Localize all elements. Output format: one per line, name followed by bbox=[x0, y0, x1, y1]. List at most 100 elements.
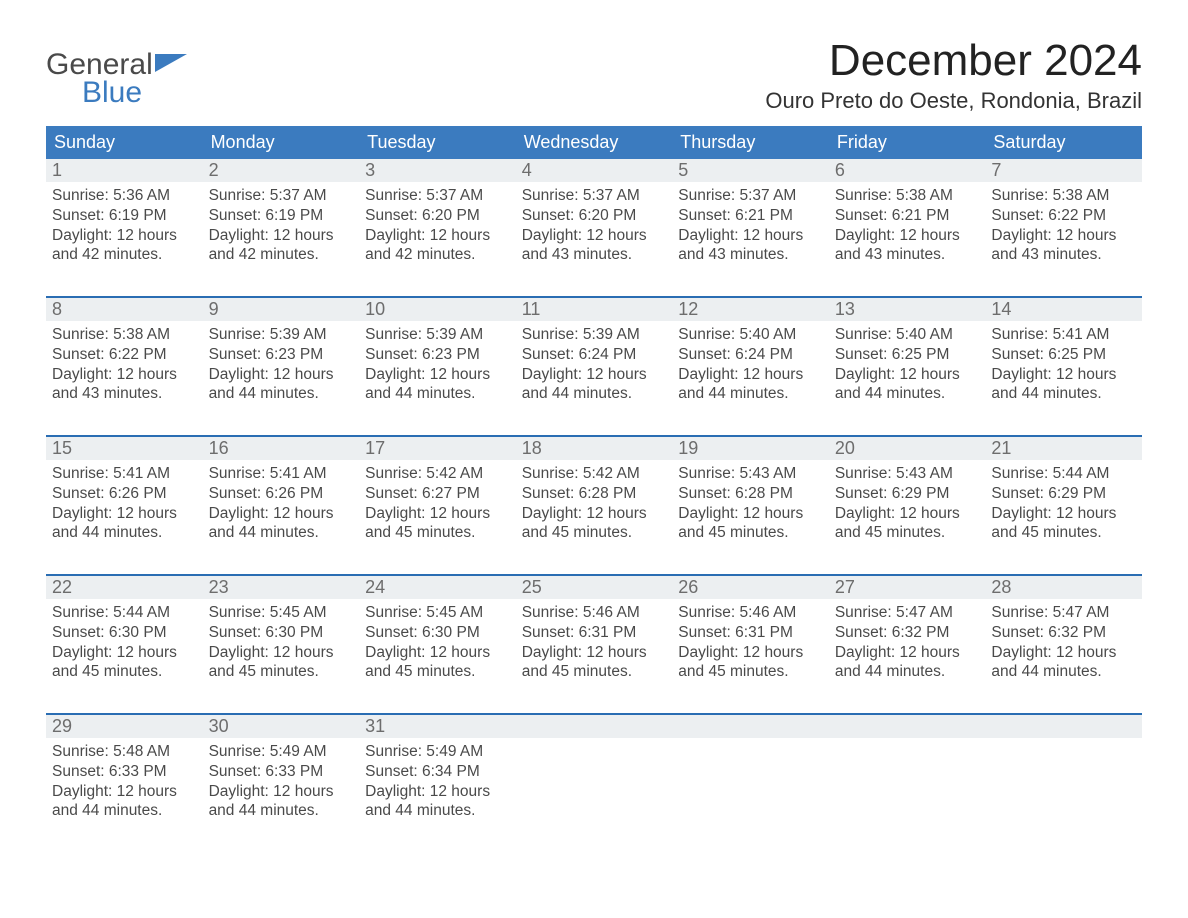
day-cell bbox=[985, 738, 1142, 834]
daylight-line1: Daylight: 12 hours bbox=[522, 365, 667, 385]
sunrise-text: Sunrise: 5:41 AM bbox=[991, 325, 1136, 345]
sunrise-text: Sunrise: 5:49 AM bbox=[365, 742, 510, 762]
sunset-text: Sunset: 6:28 PM bbox=[522, 484, 667, 504]
day-number: 12 bbox=[672, 298, 829, 321]
dow-monday: Monday bbox=[203, 126, 360, 159]
sunrise-text: Sunrise: 5:45 AM bbox=[365, 603, 510, 623]
day-number: 21 bbox=[985, 437, 1142, 460]
sunrise-text: Sunrise: 5:43 AM bbox=[835, 464, 980, 484]
daylight-line2: and 45 minutes. bbox=[209, 662, 354, 682]
daylight-line1: Daylight: 12 hours bbox=[52, 226, 197, 246]
day-number: 24 bbox=[359, 576, 516, 599]
daylight-line2: and 45 minutes. bbox=[522, 523, 667, 543]
sunset-text: Sunset: 6:20 PM bbox=[522, 206, 667, 226]
week-row: 293031Sunrise: 5:48 AMSunset: 6:33 PMDay… bbox=[46, 713, 1142, 834]
sunrise-text: Sunrise: 5:38 AM bbox=[835, 186, 980, 206]
daylight-line2: and 45 minutes. bbox=[52, 662, 197, 682]
daylight-line1: Daylight: 12 hours bbox=[209, 226, 354, 246]
daylight-line2: and 44 minutes. bbox=[52, 801, 197, 821]
day-cell: Sunrise: 5:43 AMSunset: 6:28 PMDaylight:… bbox=[672, 460, 829, 556]
dow-friday: Friday bbox=[829, 126, 986, 159]
day-number-row: 891011121314 bbox=[46, 298, 1142, 321]
day-cell: Sunrise: 5:44 AMSunset: 6:29 PMDaylight:… bbox=[985, 460, 1142, 556]
daylight-line1: Daylight: 12 hours bbox=[991, 365, 1136, 385]
daylight-line2: and 44 minutes. bbox=[209, 384, 354, 404]
calendar: Sunday Monday Tuesday Wednesday Thursday… bbox=[46, 126, 1142, 834]
sunset-text: Sunset: 6:22 PM bbox=[52, 345, 197, 365]
daylight-line2: and 43 minutes. bbox=[52, 384, 197, 404]
daylight-line1: Daylight: 12 hours bbox=[52, 365, 197, 385]
daylight-line1: Daylight: 12 hours bbox=[365, 782, 510, 802]
day-number: 28 bbox=[985, 576, 1142, 599]
sunset-text: Sunset: 6:24 PM bbox=[678, 345, 823, 365]
dow-tuesday: Tuesday bbox=[359, 126, 516, 159]
day-number: 9 bbox=[203, 298, 360, 321]
sunrise-text: Sunrise: 5:47 AM bbox=[991, 603, 1136, 623]
dow-wednesday: Wednesday bbox=[516, 126, 673, 159]
sunrise-text: Sunrise: 5:42 AM bbox=[522, 464, 667, 484]
sunset-text: Sunset: 6:31 PM bbox=[522, 623, 667, 643]
logo-text: General Blue bbox=[46, 50, 187, 108]
day-cell bbox=[829, 738, 986, 834]
day-number: 8 bbox=[46, 298, 203, 321]
daylight-line1: Daylight: 12 hours bbox=[678, 643, 823, 663]
page-title: December 2024 bbox=[765, 36, 1142, 86]
day-number: 18 bbox=[516, 437, 673, 460]
sunrise-text: Sunrise: 5:37 AM bbox=[209, 186, 354, 206]
week-row: 1234567Sunrise: 5:36 AMSunset: 6:19 PMDa… bbox=[46, 159, 1142, 278]
sunrise-text: Sunrise: 5:41 AM bbox=[52, 464, 197, 484]
daylight-line2: and 45 minutes. bbox=[522, 662, 667, 682]
day-number: 11 bbox=[516, 298, 673, 321]
day-number: 14 bbox=[985, 298, 1142, 321]
daylight-line1: Daylight: 12 hours bbox=[365, 643, 510, 663]
header: General Blue December 2024 Ouro Preto do… bbox=[46, 24, 1142, 120]
daylight-line1: Daylight: 12 hours bbox=[835, 226, 980, 246]
day-number bbox=[829, 715, 986, 738]
daylight-line1: Daylight: 12 hours bbox=[209, 504, 354, 524]
day-number: 2 bbox=[203, 159, 360, 182]
sunset-text: Sunset: 6:20 PM bbox=[365, 206, 510, 226]
daylight-line2: and 44 minutes. bbox=[52, 523, 197, 543]
day-cell: Sunrise: 5:49 AMSunset: 6:34 PMDaylight:… bbox=[359, 738, 516, 834]
day-cell: Sunrise: 5:46 AMSunset: 6:31 PMDaylight:… bbox=[672, 599, 829, 695]
day-number: 4 bbox=[516, 159, 673, 182]
sunset-text: Sunset: 6:30 PM bbox=[209, 623, 354, 643]
daylight-line1: Daylight: 12 hours bbox=[991, 226, 1136, 246]
daylight-line1: Daylight: 12 hours bbox=[678, 365, 823, 385]
sunset-text: Sunset: 6:28 PM bbox=[678, 484, 823, 504]
daylight-line1: Daylight: 12 hours bbox=[835, 365, 980, 385]
daylight-line1: Daylight: 12 hours bbox=[835, 643, 980, 663]
daylight-line2: and 44 minutes. bbox=[209, 523, 354, 543]
daylight-line1: Daylight: 12 hours bbox=[522, 226, 667, 246]
sunrise-text: Sunrise: 5:37 AM bbox=[522, 186, 667, 206]
daylight-line2: and 43 minutes. bbox=[991, 245, 1136, 265]
logo: General Blue bbox=[46, 50, 187, 108]
daylight-line1: Daylight: 12 hours bbox=[365, 226, 510, 246]
day-number: 6 bbox=[829, 159, 986, 182]
sunset-text: Sunset: 6:34 PM bbox=[365, 762, 510, 782]
daylight-line2: and 44 minutes. bbox=[991, 662, 1136, 682]
daylight-line2: and 44 minutes. bbox=[991, 384, 1136, 404]
sunset-text: Sunset: 6:21 PM bbox=[835, 206, 980, 226]
daylight-line1: Daylight: 12 hours bbox=[52, 504, 197, 524]
sunset-text: Sunset: 6:24 PM bbox=[522, 345, 667, 365]
day-number: 17 bbox=[359, 437, 516, 460]
day-cell: Sunrise: 5:49 AMSunset: 6:33 PMDaylight:… bbox=[203, 738, 360, 834]
sunrise-text: Sunrise: 5:40 AM bbox=[678, 325, 823, 345]
sunset-text: Sunset: 6:32 PM bbox=[991, 623, 1136, 643]
sunrise-text: Sunrise: 5:43 AM bbox=[678, 464, 823, 484]
daylight-line2: and 45 minutes. bbox=[678, 662, 823, 682]
daylight-line2: and 43 minutes. bbox=[522, 245, 667, 265]
day-number: 20 bbox=[829, 437, 986, 460]
sunset-text: Sunset: 6:23 PM bbox=[209, 345, 354, 365]
day-number: 7 bbox=[985, 159, 1142, 182]
sunrise-text: Sunrise: 5:38 AM bbox=[52, 325, 197, 345]
dow-sunday: Sunday bbox=[46, 126, 203, 159]
day-cell: Sunrise: 5:36 AMSunset: 6:19 PMDaylight:… bbox=[46, 182, 203, 278]
sunset-text: Sunset: 6:26 PM bbox=[209, 484, 354, 504]
sunset-text: Sunset: 6:27 PM bbox=[365, 484, 510, 504]
daylight-line2: and 45 minutes. bbox=[365, 662, 510, 682]
daylight-line1: Daylight: 12 hours bbox=[522, 504, 667, 524]
daylight-line2: and 44 minutes. bbox=[835, 662, 980, 682]
daylight-line2: and 44 minutes. bbox=[835, 384, 980, 404]
